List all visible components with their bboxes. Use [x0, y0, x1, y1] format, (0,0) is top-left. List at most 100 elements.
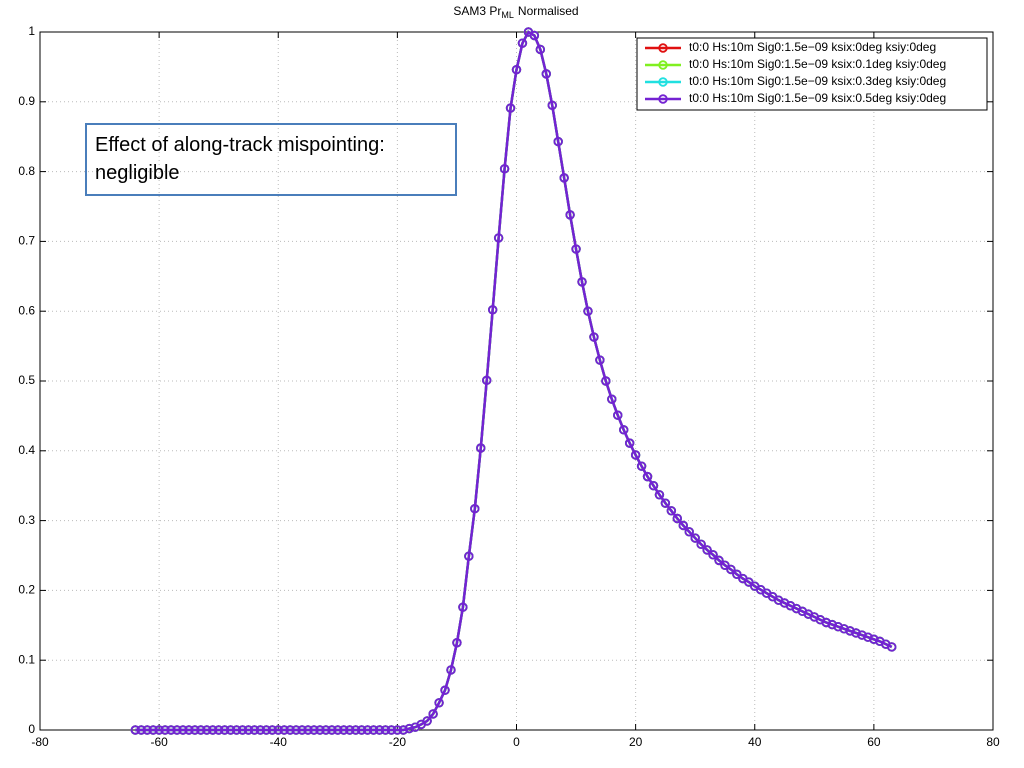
data-point: [499, 164, 510, 174]
data-point: [374, 725, 385, 735]
data-point: [309, 725, 319, 735]
data-point: [136, 725, 146, 735]
data-point: [732, 569, 742, 580]
data-point: [744, 577, 754, 587]
y-tick-label: 0.7: [18, 234, 35, 248]
data-point: [339, 725, 349, 735]
data-point: [630, 450, 641, 460]
data-point: [493, 233, 504, 243]
y-tick-label: 0.5: [18, 373, 35, 387]
data-point: [446, 665, 456, 675]
data-point: [291, 725, 301, 735]
data-point: [702, 545, 712, 555]
data-point: [684, 527, 694, 537]
data-point: [208, 725, 218, 735]
chart-title: SAM3 PrML Normalised: [453, 4, 578, 20]
data-point: [666, 506, 677, 516]
data-point: [547, 100, 557, 110]
data-point: [714, 555, 724, 566]
data-point: [696, 539, 706, 550]
data-point: [255, 725, 266, 735]
data-point: [154, 725, 164, 735]
legend-marker: [658, 94, 668, 104]
data-point: [470, 504, 480, 514]
legend-label: t0:0 Hs:10m Sig0:1.5e−09 ksix:0.3deg ksi…: [689, 74, 946, 88]
data-point: [452, 638, 462, 648]
data-point: [487, 305, 498, 315]
data-point: [571, 244, 581, 254]
data-point: [529, 30, 540, 41]
data-point: [178, 725, 188, 735]
y-tick-label: 0: [28, 722, 35, 736]
data-point: [833, 621, 843, 632]
data-point: [583, 306, 593, 316]
data-point: [857, 630, 867, 640]
data-point: [148, 725, 158, 735]
data-point: [404, 723, 414, 734]
data-point: [392, 725, 403, 735]
y-tick-label: 0.2: [18, 583, 35, 597]
x-tick-label: -40: [270, 735, 288, 749]
annotation: Effect of along-track mispointing: negli…: [85, 123, 457, 196]
data-point: [565, 210, 575, 220]
data-point: [327, 725, 337, 735]
plot-frame: [39, 31, 994, 731]
data-point: [398, 725, 409, 735]
data-point: [845, 626, 855, 636]
x-tick-label: 0: [513, 735, 520, 749]
data-point: [184, 725, 194, 735]
x-tick-label: -80: [31, 735, 49, 749]
data-point: [869, 634, 879, 644]
data-point: [279, 725, 289, 735]
data-point: [273, 725, 283, 735]
data-point: [219, 725, 230, 735]
data-point: [851, 628, 861, 638]
y-tick-label: 0.8: [18, 164, 35, 178]
data-point: [654, 490, 665, 500]
x-tick-label: -60: [150, 735, 168, 749]
data-point: [720, 560, 730, 570]
y-tick-label: 0.6: [18, 303, 35, 317]
data-point: [333, 725, 343, 735]
data-point: [511, 64, 522, 75]
data-point: [434, 698, 444, 708]
data-point: [356, 725, 367, 735]
data-point: [297, 725, 307, 735]
data-point: [362, 725, 373, 735]
data-point: [601, 376, 611, 386]
y-tick-label: 0.3: [18, 513, 35, 527]
title-end: Normalised: [518, 4, 579, 18]
data-point: [839, 624, 849, 634]
title-main: SAM3 Pr: [453, 4, 501, 18]
data-point: [345, 725, 355, 735]
x-tick-label: 20: [629, 735, 643, 749]
data-point: [202, 725, 212, 735]
data-point: [726, 564, 736, 575]
data-point: [541, 69, 551, 79]
legend-marker: [658, 60, 668, 70]
data-point: [517, 38, 528, 48]
legend-box: [636, 37, 988, 111]
data-point: [172, 725, 182, 735]
data-point: [231, 725, 242, 735]
data-point: [440, 685, 450, 695]
legend-label: t0:0 Hs:10m Sig0:1.5e−09 ksix:0.5deg ksi…: [689, 91, 946, 105]
data-point: [160, 725, 170, 735]
data-point: [535, 44, 546, 55]
legend-label: t0:0 Hs:10m Sig0:1.5e−09 ksix:0.1deg ksi…: [689, 57, 946, 71]
y-tick-label: 0.4: [18, 443, 35, 457]
data-point: [613, 410, 623, 420]
data-point: [553, 136, 563, 147]
data-point: [237, 725, 248, 735]
data-point: [285, 725, 295, 735]
x-tick-label: -20: [389, 735, 407, 749]
data-point: [672, 513, 683, 524]
data-point: [213, 725, 224, 735]
series-line: [135, 30, 893, 732]
legend-marker: [658, 77, 668, 87]
data-point: [243, 725, 254, 735]
data-point: [464, 551, 474, 561]
data-point: [458, 602, 468, 612]
data-point: [660, 498, 671, 508]
